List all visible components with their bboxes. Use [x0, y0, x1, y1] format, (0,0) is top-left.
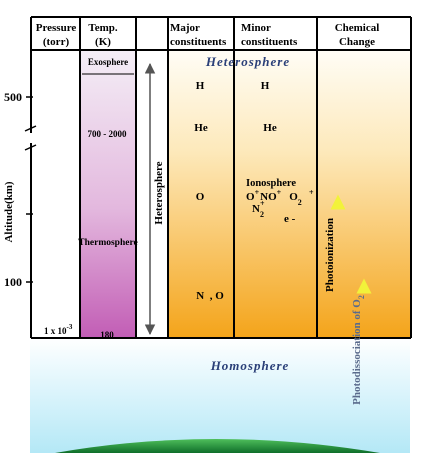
minor-ions-row1: O+NO+ O2: [246, 188, 302, 207]
header-minor-line1: Minor: [241, 22, 271, 34]
altitude-axis-label: Altitude(km): [3, 181, 15, 242]
axis-break-lower: [24, 144, 37, 151]
pressure-value: 1 x 10-3: [44, 323, 73, 336]
photoionization-label: Photoionization: [324, 218, 336, 292]
n2-ion-charge: +: [260, 199, 265, 208]
ionosphere-label: Ionosphere: [246, 178, 296, 189]
altitude-tick-100: 100: [4, 275, 22, 289]
exosphere-label: Exosphere: [88, 57, 128, 67]
minor-he: He: [263, 122, 277, 134]
earth-ground: [55, 439, 380, 453]
header-major-line1: Major: [170, 22, 200, 34]
heterosphere-title: Heterosphere: [205, 54, 290, 69]
minor-h: H: [261, 80, 270, 92]
major-he: He: [194, 122, 208, 134]
header-minor-line2: constituents: [241, 36, 298, 48]
thermosphere-label: Thermosphere: [78, 238, 137, 248]
heterosphere-vertical-label: Heterosphere: [153, 161, 165, 224]
header-major-line2: constituents: [170, 36, 227, 48]
altitude-tick-500: 500: [4, 90, 22, 104]
photodissociation-label: Photodissociation of O2: [351, 295, 366, 405]
major-o: O: [196, 191, 205, 203]
homosphere-sky: [30, 338, 410, 453]
temp-bottom-value: 180: [100, 330, 114, 340]
header-temp-line2: (K): [95, 36, 111, 48]
header-chemical-line1: Chemical: [335, 22, 380, 34]
o2-ion-charge: +: [309, 188, 314, 197]
axis-break-upper: [24, 125, 37, 132]
major-n-o: N , O: [196, 290, 224, 302]
header-pressure-line2: (torr): [43, 36, 70, 48]
major-h: H: [196, 80, 205, 92]
axis-break-gap: [30, 133, 33, 143]
header-temp-line1: Temp.: [88, 22, 117, 34]
temp-range-label: 700 - 2000: [88, 129, 127, 139]
homosphere-title: Homosphere: [210, 358, 290, 373]
header-chemical-line2: Change: [339, 36, 375, 48]
minor-ions-row2: N2 e -: [252, 203, 296, 225]
thermosphere-column: [80, 50, 136, 338]
header-pressure-line1: Pressure: [36, 22, 77, 34]
